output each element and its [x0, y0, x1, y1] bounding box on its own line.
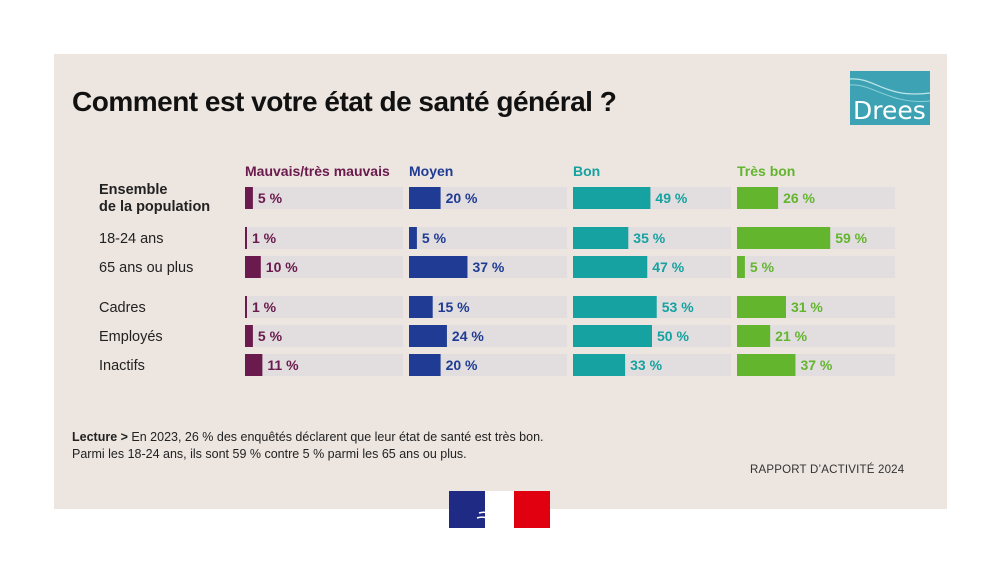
bar: [245, 256, 261, 278]
data-label: 20 %: [446, 357, 478, 373]
logo-swoosh: [850, 78, 930, 102]
data-label: 37 %: [800, 357, 832, 373]
note-line-1: En 2023, 26 % des enquêtés déclarent que…: [127, 430, 544, 444]
bar-track: [409, 227, 567, 249]
data-label: 50 %: [657, 328, 689, 344]
row-label: Employés: [99, 329, 163, 345]
drees-logo: Drees: [850, 71, 930, 125]
bar: [573, 187, 651, 209]
bar: [409, 325, 447, 347]
note-label: Lecture >: [72, 430, 128, 444]
logo-text: Drees: [853, 96, 926, 125]
bar: [409, 227, 417, 249]
bar-track: [409, 187, 567, 209]
bar: [573, 227, 629, 249]
bar: [245, 296, 247, 318]
data-label: 53 %: [662, 299, 694, 315]
bar: [245, 187, 253, 209]
bar: [409, 256, 468, 278]
bar: [245, 325, 253, 347]
bar: [245, 354, 263, 376]
data-label: 35 %: [633, 230, 665, 246]
column-header: Bon: [573, 163, 600, 179]
reading-note: Lecture > En 2023, 26 % des enquêtés déc…: [72, 429, 544, 463]
chart-title: Comment est votre état de santé général …: [72, 86, 617, 117]
column-header: Très bon: [737, 163, 795, 179]
data-label: 5 %: [750, 259, 775, 275]
row-label: de la population: [99, 199, 210, 215]
bar: [737, 187, 779, 209]
bar: [573, 256, 648, 278]
column-header: Mauvais/très mauvais: [245, 163, 390, 179]
bar: [737, 296, 786, 318]
data-label: 49 %: [655, 190, 687, 206]
data-label: 10 %: [266, 259, 298, 275]
data-label: 5 %: [422, 230, 447, 246]
bar-track: [245, 325, 403, 347]
bar: [737, 325, 771, 347]
data-label: 15 %: [438, 299, 470, 315]
bar: [573, 325, 652, 347]
data-label: 33 %: [630, 357, 662, 373]
bar-track: [245, 354, 403, 376]
bar: [573, 354, 626, 376]
bar-track: [737, 256, 895, 278]
report-footer: RAPPORT D’ACTIVITÉ 2024: [750, 464, 905, 476]
row-label: Ensemble: [99, 182, 168, 198]
bar-track: [409, 296, 567, 318]
bar: [737, 354, 796, 376]
data-label: 21 %: [775, 328, 807, 344]
infographic-panel: [54, 54, 947, 509]
data-label: 24 %: [452, 328, 484, 344]
row-label: 18-24 ans: [99, 231, 164, 247]
bar-track: [409, 354, 567, 376]
bar: [409, 296, 433, 318]
row-label: 65 ans ou plus: [99, 260, 193, 276]
column-header: Moyen: [409, 163, 453, 179]
data-label: 26 %: [783, 190, 815, 206]
bar-track: [245, 187, 403, 209]
bar: [573, 296, 657, 318]
data-label: 5 %: [258, 328, 283, 344]
bar-track: [245, 296, 403, 318]
note-line-2: Parmi les 18-24 ans, ils sont 59 % contr…: [72, 447, 467, 461]
bar: [737, 256, 745, 278]
data-label: 5 %: [258, 190, 283, 206]
republique-francaise-logo: [449, 491, 550, 528]
data-label: 1 %: [252, 230, 277, 246]
bar: [409, 354, 441, 376]
data-label: 20 %: [446, 190, 478, 206]
data-label: 47 %: [652, 259, 684, 275]
bar: [409, 187, 441, 209]
bar: [245, 227, 247, 249]
row-label: Cadres: [99, 300, 146, 316]
data-label: 59 %: [835, 230, 867, 246]
bar: [737, 227, 831, 249]
bar-track: [737, 325, 895, 347]
data-label: 1 %: [252, 299, 277, 315]
bar-track: [245, 256, 403, 278]
row-label: Inactifs: [99, 358, 145, 374]
bar-track: [409, 325, 567, 347]
data-label: 37 %: [472, 259, 504, 275]
data-label: 31 %: [791, 299, 823, 315]
data-label: 11 %: [267, 357, 299, 373]
bar-track: [245, 227, 403, 249]
